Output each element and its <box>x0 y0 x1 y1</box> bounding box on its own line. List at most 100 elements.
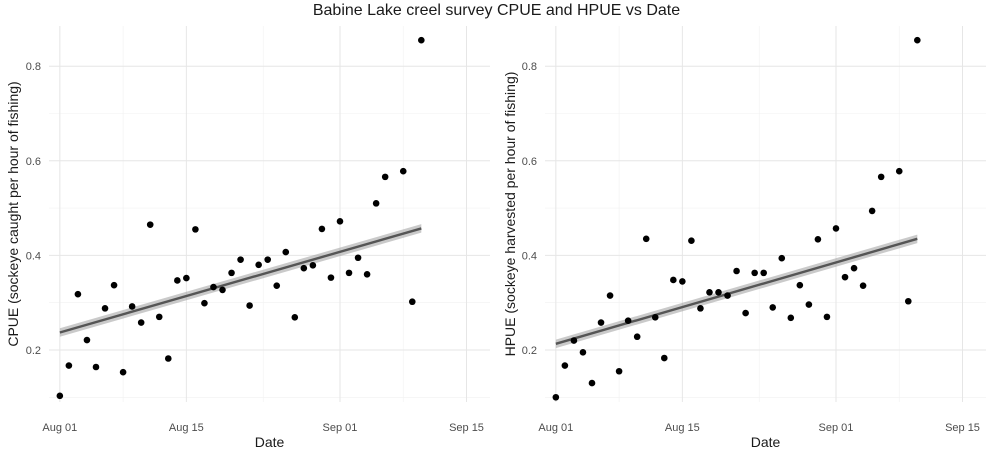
hpue-data-point <box>877 173 885 181</box>
cpue-x-tick-label: Aug 01 <box>42 422 77 434</box>
cpue-data-point <box>201 299 208 307</box>
hpue-data-point <box>760 269 767 277</box>
hpue-data-point <box>868 207 876 215</box>
hpue-y-axis-title: HPUE (sockeye harvested per hour of fish… <box>502 72 518 357</box>
cpue-data-point <box>246 302 253 309</box>
hpue-y-tick-label: 0.2 <box>522 345 537 357</box>
cpue-data-point <box>309 262 317 269</box>
cpue-data-point <box>137 319 145 326</box>
cpue-data-point <box>291 314 299 321</box>
hpue-data-point <box>688 237 695 245</box>
hpue-data-point <box>796 281 804 289</box>
hpue-data-point <box>742 309 749 317</box>
cpue-data-point <box>164 355 172 362</box>
cpue-data-point <box>255 261 262 269</box>
hpue-data-point <box>597 319 605 326</box>
hpue-data-point <box>552 393 560 401</box>
cpue-data-point <box>372 200 380 207</box>
cpue-data-point <box>110 281 118 289</box>
hpue-data-point <box>724 292 731 299</box>
hpue-data-point <box>832 225 840 232</box>
cpue-y-tick-label: 0.4 <box>26 250 41 262</box>
hpue-y-tick-label: 0.4 <box>522 250 537 262</box>
cpue-data-point <box>354 254 362 262</box>
hpue-data-point <box>751 269 758 277</box>
cpue-data-point <box>128 303 136 310</box>
hpue-data-point <box>588 379 596 387</box>
cpue-y-tick-label: 0.6 <box>26 156 41 168</box>
hpue-data-point <box>914 36 921 44</box>
hpue-data-point <box>733 267 740 275</box>
hpue-data-point <box>679 278 686 285</box>
hpue-data-point <box>579 349 587 356</box>
cpue-data-point <box>174 277 181 284</box>
hpue-y-tick-label: 0.6 <box>522 156 537 168</box>
hpue-x-tick-label: Sep 01 <box>819 422 854 434</box>
hpue-data-point <box>841 273 849 281</box>
hpue-panel: 0.2 0.4 0.6 0.8 Aug 01 Aug 15 Sep 01 Sep 15 Date… <box>502 26 986 450</box>
cpue-data-point <box>327 274 335 281</box>
hpue-data-point <box>715 288 722 296</box>
cpue-data-point <box>282 248 290 256</box>
cpue-data-point <box>210 283 217 291</box>
hpue-data-point <box>651 314 659 321</box>
cpue-data-point <box>56 392 64 400</box>
hpue-x-tick-label: Aug 01 <box>538 422 573 434</box>
cpue-data-point <box>408 298 416 306</box>
cpue-data-point <box>65 362 73 369</box>
cpue-y-axis-title: CPUE (sockeye caught per hour of fishing… <box>5 81 21 346</box>
cpue-data-point <box>345 269 353 277</box>
hpue-x-axis-title: Date <box>751 434 781 450</box>
hpue-data-point <box>606 292 614 299</box>
cpue-data-point <box>273 282 281 289</box>
hpue-data-point <box>570 337 578 344</box>
cpue-y-tick-label: 0.2 <box>26 345 41 357</box>
hpue-data-point <box>706 288 713 296</box>
hpue-data-point <box>670 276 677 284</box>
figure-title: Babine Lake creel survey CPUE and HPUE v… <box>312 2 681 19</box>
hpue-x-tick-label: Sep 15 <box>945 422 980 434</box>
hpue-data-point <box>895 167 903 175</box>
cpue-data-point <box>363 271 371 278</box>
cpue-data-point <box>264 256 271 263</box>
cpue-data-point <box>228 269 235 277</box>
hpue-x-tick-label: Aug 15 <box>665 422 700 434</box>
hpue-data-point <box>805 301 813 308</box>
cpue-x-axis-title: Date <box>255 434 285 450</box>
hpue-data-point <box>823 313 831 321</box>
hpue-data-point <box>624 317 632 324</box>
hpue-data-point <box>642 235 650 243</box>
cpue-data-point <box>237 256 244 263</box>
hpue-data-point <box>660 354 668 362</box>
cpue-data-point <box>74 290 82 298</box>
hpue-data-point <box>787 314 795 322</box>
cpue-y-tick-label: 0.8 <box>26 61 41 73</box>
cpue-data-point <box>336 218 344 225</box>
hpue-data-point <box>615 367 623 375</box>
cpue-data-point <box>192 226 199 233</box>
hpue-data-point <box>633 333 641 341</box>
hpue-y-tick-label: 0.8 <box>522 61 537 73</box>
hpue-data-point <box>778 254 786 262</box>
cpue-data-point <box>381 173 389 181</box>
hpue-data-point <box>850 264 858 272</box>
cpue-data-point <box>219 286 226 294</box>
hpue-data-point <box>814 236 822 243</box>
cpue-data-point <box>101 305 109 312</box>
cpue-data-point <box>92 363 100 371</box>
cpue-x-tick-label: Sep 15 <box>449 422 484 434</box>
hpue-trend-line <box>555 237 918 345</box>
cpue-data-point <box>83 336 91 344</box>
cpue-data-point <box>119 368 127 376</box>
hpue-data-point <box>697 305 704 312</box>
hpue-data-point <box>769 304 777 311</box>
cpue-x-tick-label: Aug 15 <box>169 422 204 434</box>
cpue-data-point <box>183 274 190 282</box>
cpue-data-point <box>155 313 163 321</box>
hpue-data-point <box>859 282 867 289</box>
cpue-data-point <box>399 167 407 175</box>
cpue-panel: 0.2 0.4 0.6 0.8 Aug 01 Aug 15 Sep 01 Sep 15 Date… <box>5 26 490 450</box>
cpue-data-point <box>146 221 154 228</box>
cpue-data-point <box>300 264 308 272</box>
hpue-data-point <box>561 362 569 369</box>
